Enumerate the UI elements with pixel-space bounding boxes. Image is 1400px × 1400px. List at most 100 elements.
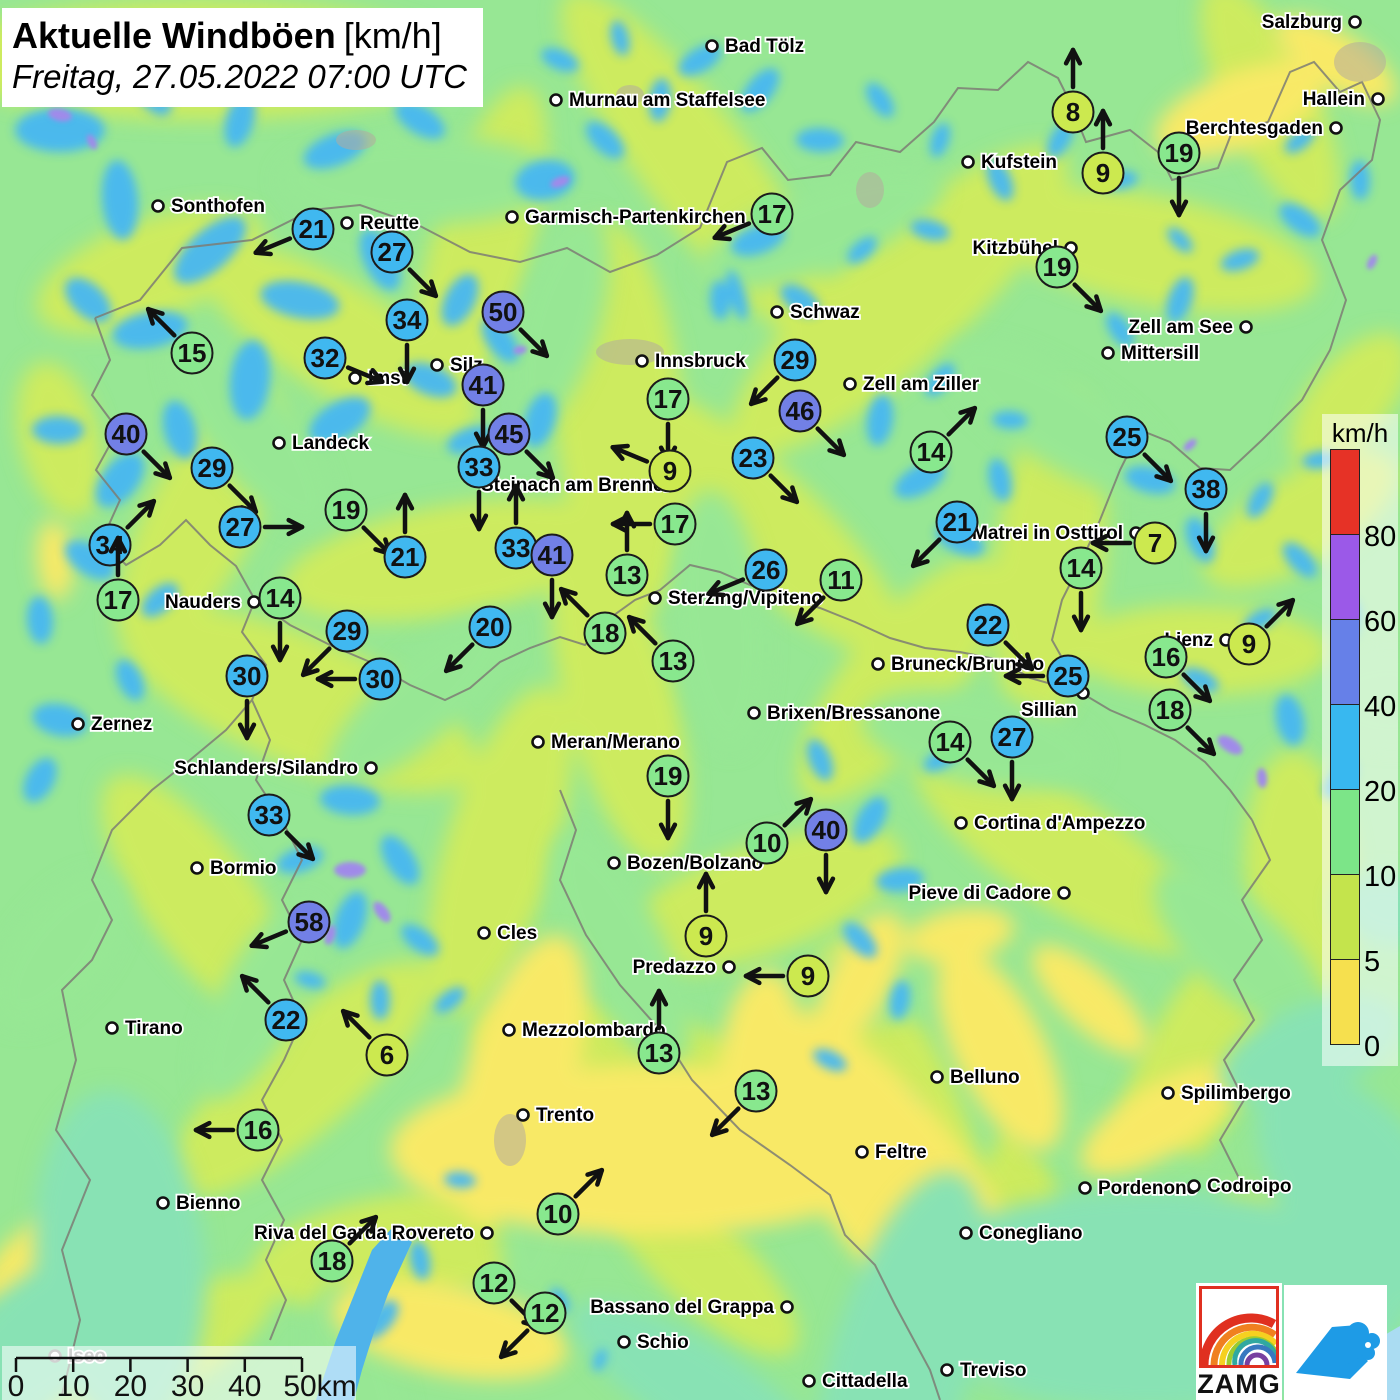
wind-gust-value: 14 — [917, 437, 946, 467]
city-label: Sillian — [1019, 686, 1090, 723]
city-label: Brixen/Bressanone — [747, 701, 942, 726]
map-title: Aktuelle Windböen [km/h] — [12, 14, 467, 57]
wind-gust-circle — [370, 230, 414, 274]
wind-station-marker: 18 — [1148, 688, 1217, 757]
scale-label: 10 — [57, 1370, 90, 1400]
wind-direction-arrow — [141, 449, 173, 481]
wind-direction-arrow — [239, 973, 271, 1005]
wind-direction-arrow — [782, 796, 814, 828]
city-label: Bienno — [156, 1191, 242, 1216]
city-label: Zell am Ziller — [843, 372, 982, 397]
wind-station-marker: 14 — [1059, 546, 1103, 633]
scale-label: 40 — [228, 1370, 261, 1400]
city-name: Bassano del Grappa — [590, 1297, 774, 1318]
city-label: Garmisch-Partenkirchen — [505, 205, 747, 230]
wind-direction-arrow — [1181, 672, 1213, 704]
wind-station-marker: 29 — [748, 338, 817, 407]
scale-label: 50km — [283, 1370, 356, 1400]
wind-gust-value: 29 — [333, 616, 362, 646]
wind-gust-value: 10 — [753, 828, 782, 858]
wind-gust-circle — [744, 548, 788, 592]
city-dot — [617, 1335, 631, 1349]
city-dot — [151, 199, 165, 213]
wind-gust-circle — [778, 389, 822, 433]
city-label: Reutte — [340, 211, 421, 236]
wind-gust-circle — [646, 377, 690, 421]
wind-gust-value: 23 — [739, 443, 768, 473]
wind-gust-circle — [1157, 131, 1201, 175]
scale-label: 30 — [171, 1370, 204, 1400]
wind-gust-circle — [1051, 90, 1095, 134]
legend-bar — [1330, 449, 1360, 1045]
wind-gust-circle — [218, 505, 262, 549]
wind-gust-circle — [472, 1261, 516, 1305]
wind-station-marker: 27 — [218, 505, 305, 549]
wind-gust-circle — [819, 558, 863, 602]
wind-gust-value: 45 — [495, 419, 524, 449]
map-subtitle: Freitag, 27.05.2022 07:00 UTC — [12, 58, 467, 96]
wind-gust-circle — [287, 900, 331, 944]
wind-gust-circle — [804, 808, 848, 852]
wind-gust-circle — [750, 192, 794, 236]
wind-gust-circle — [648, 449, 692, 493]
city-name: Rovereto — [392, 1223, 474, 1244]
wind-gust-value: 33 — [255, 800, 284, 830]
wind-gust-circle — [258, 576, 302, 620]
wind-gust-value: 29 — [781, 345, 810, 375]
city-dot — [480, 1226, 494, 1240]
wind-direction-arrow — [815, 426, 847, 458]
wind-gust-value: 14 — [936, 727, 965, 757]
wind-gust-value: 11 — [827, 565, 855, 595]
wind-gust-value: 18 — [1156, 695, 1185, 725]
city-name: Zell am Ziller — [863, 374, 980, 395]
wind-station-marker: 8 — [1051, 47, 1095, 134]
city-label: Riva del Garda — [252, 1221, 407, 1246]
wind-station-marker: 21 — [910, 500, 979, 569]
wind-gust-circle — [1227, 622, 1271, 666]
city-dot — [1239, 320, 1253, 334]
wind-gust-circle — [651, 639, 695, 683]
city-dot — [531, 735, 545, 749]
wind-gust-value: 20 — [476, 612, 505, 642]
city-label: Pieve di Cadore — [907, 881, 1071, 906]
city-dot — [505, 210, 519, 224]
legend-segment — [1330, 959, 1360, 1045]
city-name: Treviso — [960, 1360, 1027, 1381]
wind-station-marker: 27 — [370, 230, 439, 299]
wind-gust-value: 19 — [1043, 252, 1072, 282]
wind-direction-arrow — [1072, 282, 1104, 314]
city-label: Schlanders/Silandro — [173, 756, 378, 781]
wind-gust-circle — [530, 533, 574, 577]
wind-gust-value: 17 — [654, 384, 683, 414]
city-dot — [747, 706, 761, 720]
wind-station-marker: 12 — [498, 1291, 567, 1360]
wind-direction-arrow — [965, 757, 997, 789]
wind-direction-arrow — [345, 365, 385, 384]
city-label: Pordenone — [1078, 1176, 1199, 1201]
city-label: Mezzolombardo — [502, 1018, 667, 1043]
wind-station-marker: 18 — [558, 586, 627, 655]
city-dot — [961, 155, 975, 169]
city-label: Mittersill — [1101, 341, 1201, 366]
city-name: Bienno — [176, 1193, 240, 1214]
wind-station-marker: 19 — [646, 754, 690, 841]
city-label: Schio — [617, 1330, 690, 1355]
wind-station-marker: 14 — [909, 405, 978, 474]
legend-segment — [1330, 874, 1360, 960]
wind-station-marker: 13 — [637, 988, 681, 1075]
wind-gust-circle — [1184, 467, 1228, 511]
map-scale-bar: 0 10 20 30 40 50km — [2, 1346, 357, 1400]
city-dot — [105, 1021, 119, 1035]
wind-station-marker: 29 — [300, 609, 369, 678]
wind-gust-value: 7 — [1148, 528, 1162, 558]
wind-gust-value: 30 — [366, 664, 395, 694]
wind-gust-circle — [104, 412, 148, 456]
city-name: Steinach am Brenner — [481, 475, 672, 496]
wind-gust-value: 9 — [699, 921, 713, 951]
city-name: Schwaz — [790, 302, 860, 323]
wind-station-marker: 29 — [190, 446, 259, 515]
wind-direction-arrow — [300, 646, 332, 678]
wind-direction-arrow — [498, 1328, 530, 1360]
wind-gust-circle — [909, 430, 953, 474]
wind-direction-arrow — [626, 614, 658, 646]
